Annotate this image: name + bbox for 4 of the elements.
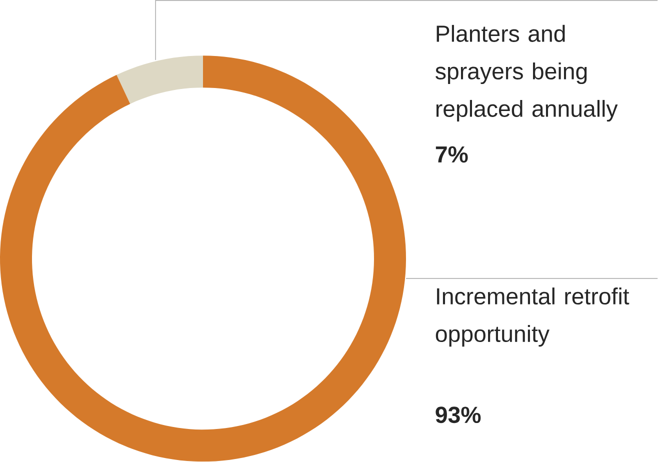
slice-label: Planters and sprayers being replaced annually (436, 25, 618, 122)
data-label: 7% (436, 146, 468, 163)
data-label: 93% (436, 406, 481, 424)
slice-label: Incremental retrofit opportunity (436, 288, 630, 347)
